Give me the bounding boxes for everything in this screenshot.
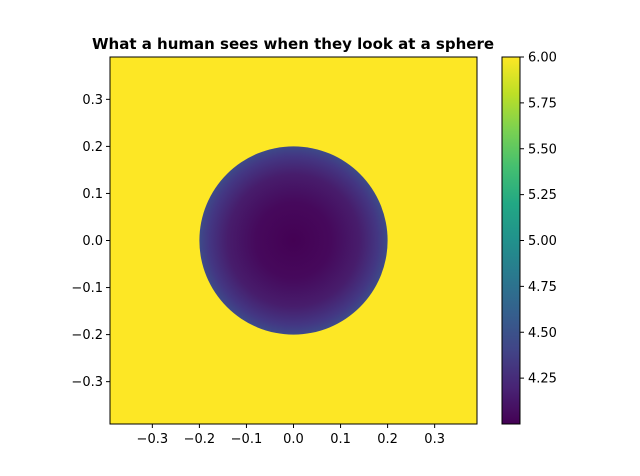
x-axis: −0.3 −0.2 −0.1 0.0 0.1 0.2 0.3	[137, 424, 445, 447]
plot-area	[109, 56, 478, 425]
x-tick-label: −0.2	[184, 432, 216, 447]
y-tick-label: 0.1	[82, 187, 103, 202]
y-tick-label: −0.1	[71, 281, 103, 296]
colorbar-tick-label: 4.50	[528, 326, 557, 341]
y-tick-label: −0.3	[71, 375, 103, 390]
colorbar-gradient	[502, 57, 520, 424]
x-tick-label: 0.1	[330, 432, 351, 447]
sphere-disk	[199, 146, 388, 335]
colorbar: 6.00 5.75 5.50 5.25 5.00 4.75 4.50 4.25	[501, 51, 557, 425]
colorbar-ticks: 6.00 5.75 5.50 5.25 5.00 4.75 4.50 4.25	[520, 51, 557, 387]
x-tick-label: 0.3	[424, 432, 445, 447]
colorbar-tick-label: 5.75	[528, 96, 557, 111]
colorbar-tick-label: 4.25	[528, 372, 557, 387]
x-tick-label: −0.1	[231, 432, 263, 447]
colorbar-tick-label: 5.50	[528, 142, 557, 157]
chart-title: What a human sees when they look at a sp…	[92, 35, 494, 53]
colorbar-tick-label: 6.00	[528, 51, 557, 66]
x-tick-label: −0.3	[137, 432, 169, 447]
colorbar-tick-label: 5.25	[528, 188, 557, 203]
colorbar-tick-label: 5.00	[528, 234, 557, 249]
y-axis: 0.3 0.2 0.1 0.0 −0.1 −0.2 −0.3	[71, 93, 110, 390]
y-tick-label: −0.2	[71, 328, 103, 343]
colorbar-tick-label: 4.75	[528, 280, 557, 295]
y-tick-label: 0.0	[82, 234, 103, 249]
x-tick-label: 0.2	[377, 432, 398, 447]
y-tick-label: 0.3	[82, 93, 103, 108]
x-tick-label: 0.0	[283, 432, 304, 447]
y-tick-label: 0.2	[82, 140, 103, 155]
